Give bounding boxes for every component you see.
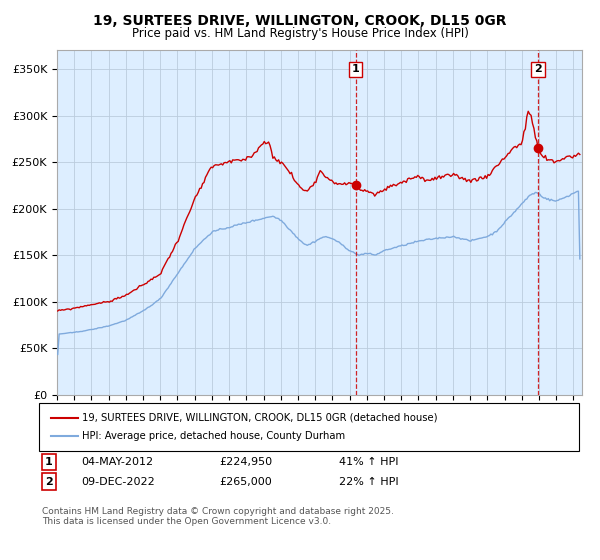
Text: £224,950: £224,950	[219, 457, 272, 467]
Text: 19, SURTEES DRIVE, WILLINGTON, CROOK, DL15 0GR: 19, SURTEES DRIVE, WILLINGTON, CROOK, DL…	[93, 14, 507, 28]
Text: Price paid vs. HM Land Registry's House Price Index (HPI): Price paid vs. HM Land Registry's House …	[131, 27, 469, 40]
Text: 19, SURTEES DRIVE, WILLINGTON, CROOK, DL15 0GR (detached house): 19, SURTEES DRIVE, WILLINGTON, CROOK, DL…	[82, 413, 438, 423]
Text: Contains HM Land Registry data © Crown copyright and database right 2025.
This d: Contains HM Land Registry data © Crown c…	[42, 507, 394, 526]
Text: 1: 1	[352, 64, 359, 74]
Text: 41% ↑ HPI: 41% ↑ HPI	[339, 457, 398, 467]
Text: 09-DEC-2022: 09-DEC-2022	[81, 477, 155, 487]
Text: 2: 2	[45, 477, 53, 487]
Text: HPI: Average price, detached house, County Durham: HPI: Average price, detached house, Coun…	[82, 431, 346, 441]
Text: 04-MAY-2012: 04-MAY-2012	[81, 457, 153, 467]
Text: 2: 2	[534, 64, 542, 74]
Text: £265,000: £265,000	[219, 477, 272, 487]
Text: 22% ↑ HPI: 22% ↑ HPI	[339, 477, 398, 487]
Text: 1: 1	[45, 457, 53, 467]
